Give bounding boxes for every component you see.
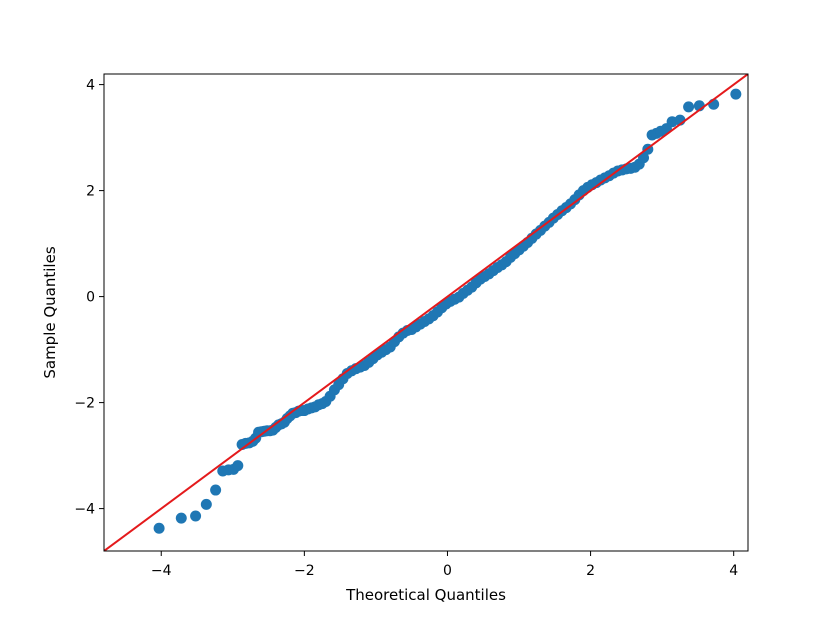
x-axis-title: Theoretical Quantiles [345, 586, 506, 604]
plot-area-frame [103, 73, 749, 552]
x-tick-label: 4 [729, 563, 738, 579]
y-tick-label: −4 [74, 502, 95, 518]
data-point [175, 512, 187, 524]
data-point [153, 522, 165, 534]
x-axis: −4 −2 0 2 4 [151, 551, 738, 579]
data-point [638, 152, 650, 164]
y-tick-label: 0 [86, 290, 95, 306]
y-tick-label: −2 [74, 396, 95, 412]
y-tick-label: 2 [86, 184, 95, 200]
y-axis: −4 −2 0 2 4 [74, 78, 104, 518]
data-point [190, 510, 202, 522]
x-tick-label: 0 [443, 563, 452, 579]
data-point [232, 460, 244, 472]
data-point [210, 484, 222, 496]
reference-line-group [104, 74, 748, 551]
x-tick-label: −2 [294, 563, 315, 579]
y-tick-label: 4 [86, 78, 95, 94]
x-tick-label: 2 [586, 563, 595, 579]
y-axis-title: Sample Quantiles [41, 246, 59, 378]
data-point [730, 88, 742, 100]
data-point [683, 101, 695, 113]
data-point [200, 498, 212, 510]
reference-line [104, 74, 748, 551]
x-tick-label: −4 [151, 563, 172, 579]
